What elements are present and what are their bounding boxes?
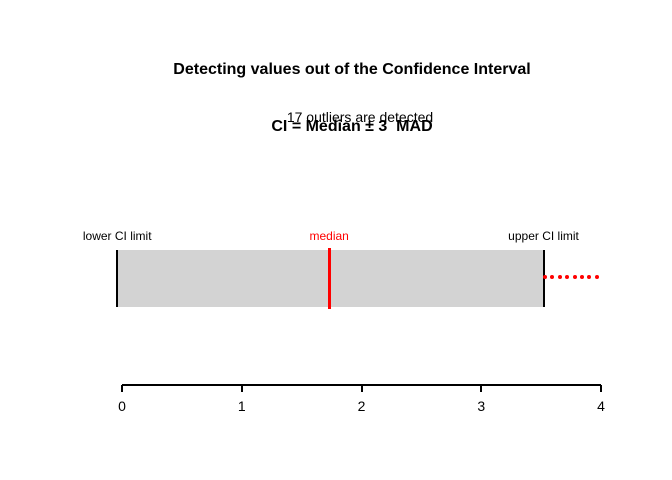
outlier-dot	[549, 275, 554, 279]
lower-ci-limit-line	[116, 250, 119, 307]
x-tick-label: 1	[237, 398, 246, 414]
x-axis-tick	[360, 385, 363, 392]
outlier-dot	[595, 275, 600, 279]
outlier-dot	[565, 275, 570, 279]
chart-title-line1: Detecting values out of the Confidence I…	[173, 61, 531, 78]
x-tick-label: 3	[477, 398, 486, 414]
upper-ci-limit-label: upper CI limit	[508, 229, 579, 243]
outlier-dot	[579, 275, 584, 279]
x-axis-tick	[121, 385, 123, 392]
outlier-dot	[572, 275, 577, 279]
chart-subtitle: 17 outliers are detected	[286, 109, 434, 125]
chart-title-line2: CI = Median ± 3 MAD	[271, 118, 433, 135]
x-axis-tick	[600, 385, 602, 392]
chart-title: Detecting values out of the Confidence I…	[173, 22, 530, 174]
outlier-dot	[587, 275, 592, 279]
outlier-dot	[542, 275, 547, 279]
x-tick-label: 4	[597, 398, 605, 414]
median-line	[327, 248, 331, 309]
median-label: median	[309, 229, 349, 243]
outlier-dot	[558, 275, 563, 279]
x-axis-tick	[240, 385, 243, 392]
x-tick-label: 0	[118, 398, 126, 414]
x-tick-label: 2	[357, 398, 366, 414]
x-axis-tick	[480, 385, 483, 392]
lower-ci-limit-label: lower CI limit	[82, 229, 152, 243]
